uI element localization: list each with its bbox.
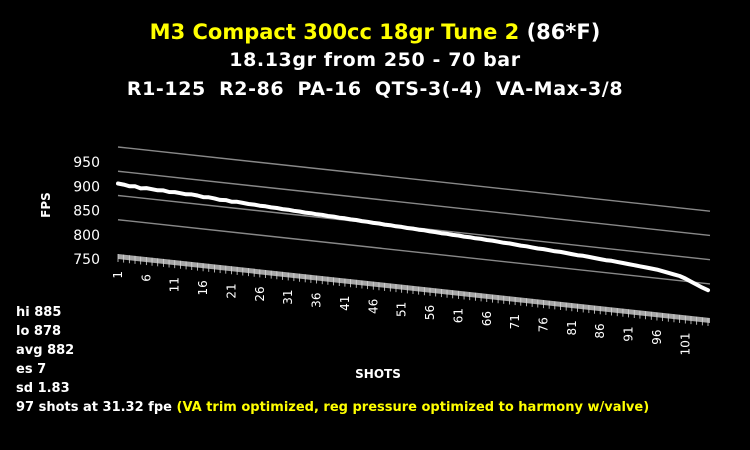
stat-shots: 97 shots at 31.32 fpe (VA trim optimized…: [16, 398, 649, 417]
title-line-2: 18.13gr from 250 - 70 bar: [229, 49, 521, 71]
y-tick-label: 850: [73, 204, 100, 220]
x-tick-label: 46: [366, 299, 380, 314]
x-tick-label: 6: [139, 274, 153, 282]
y-axis-label: FPS: [39, 192, 53, 218]
x-tick-label: 36: [310, 293, 324, 308]
chart-title: M3 Compact 300cc 18gr Tune 2 (86*F) 18.1…: [0, 18, 750, 104]
x-tick-label: 11: [168, 277, 182, 292]
tuning-note: (VA trim optimized, reg pressure optimiz…: [176, 400, 650, 415]
y-tick-label: 950: [73, 155, 100, 171]
x-tick-label: 76: [536, 317, 550, 332]
x-axis-ticks: 1 6 11 16 21 26 31 36 41 46 51 56 61 66 71 76 81 86 91 96 10…: [111, 271, 692, 355]
title-temperature: (86*F): [526, 20, 601, 44]
x-tick-label: 41: [338, 296, 352, 311]
gridline-950: [117, 146, 711, 212]
x-tick-label: 81: [565, 320, 579, 335]
y-tick-label: 900: [73, 179, 100, 195]
x-tick-label: 71: [508, 314, 522, 329]
x-axis-label: SHOTS: [355, 367, 401, 381]
gridlines: [117, 146, 711, 285]
x-tick-label: 51: [395, 302, 409, 317]
x-tick-label: 61: [451, 308, 465, 323]
x-tick-label: 91: [622, 326, 636, 341]
stat-lo: lo 878: [16, 324, 62, 339]
x-tick-label: 21: [224, 283, 238, 298]
x-tick-label: 86: [593, 323, 607, 338]
x-tick-label: 31: [281, 289, 295, 304]
chart-floor: [117, 254, 710, 326]
x-tick-label: 66: [480, 311, 494, 326]
series-line: [116, 181, 710, 293]
stats-box: hi 885 lo 878 avg 882 es 7 sd 1.83 97 sh…: [16, 303, 649, 417]
y-tick-label: 750: [73, 252, 100, 268]
series-fps: [116, 181, 710, 293]
title-line-3: R1-125 R2-86 PA-16 QTS-3(-4) VA-Max-3/8: [126, 78, 624, 100]
title-main: M3 Compact 300cc 18gr Tune 2: [149, 20, 520, 44]
shots-energy: 97 shots at 31.32 fpe: [16, 400, 172, 415]
gridline-900: [117, 170, 711, 237]
x-tick-label: 101: [678, 333, 692, 356]
stat-avg: avg 882: [16, 343, 75, 358]
x-tick-label: 96: [650, 329, 664, 344]
y-axis-ticks: 750 800 850 900 950: [73, 155, 100, 268]
x-tick-label: 1: [111, 271, 125, 279]
floor-band: [118, 254, 710, 323]
x-tick-label: 56: [423, 305, 437, 320]
stat-sd: sd 1.83: [16, 381, 70, 396]
gridline-800: [117, 219, 711, 285]
y-tick-label: 800: [73, 228, 100, 244]
stat-es: es 7: [16, 362, 47, 377]
x-tick-label: 16: [196, 280, 210, 295]
x-tick-label: 26: [253, 286, 267, 301]
stat-hi: hi 885: [16, 305, 62, 320]
title-line-1: M3 Compact 300cc 18gr Tune 2 (86*F): [0, 18, 750, 46]
